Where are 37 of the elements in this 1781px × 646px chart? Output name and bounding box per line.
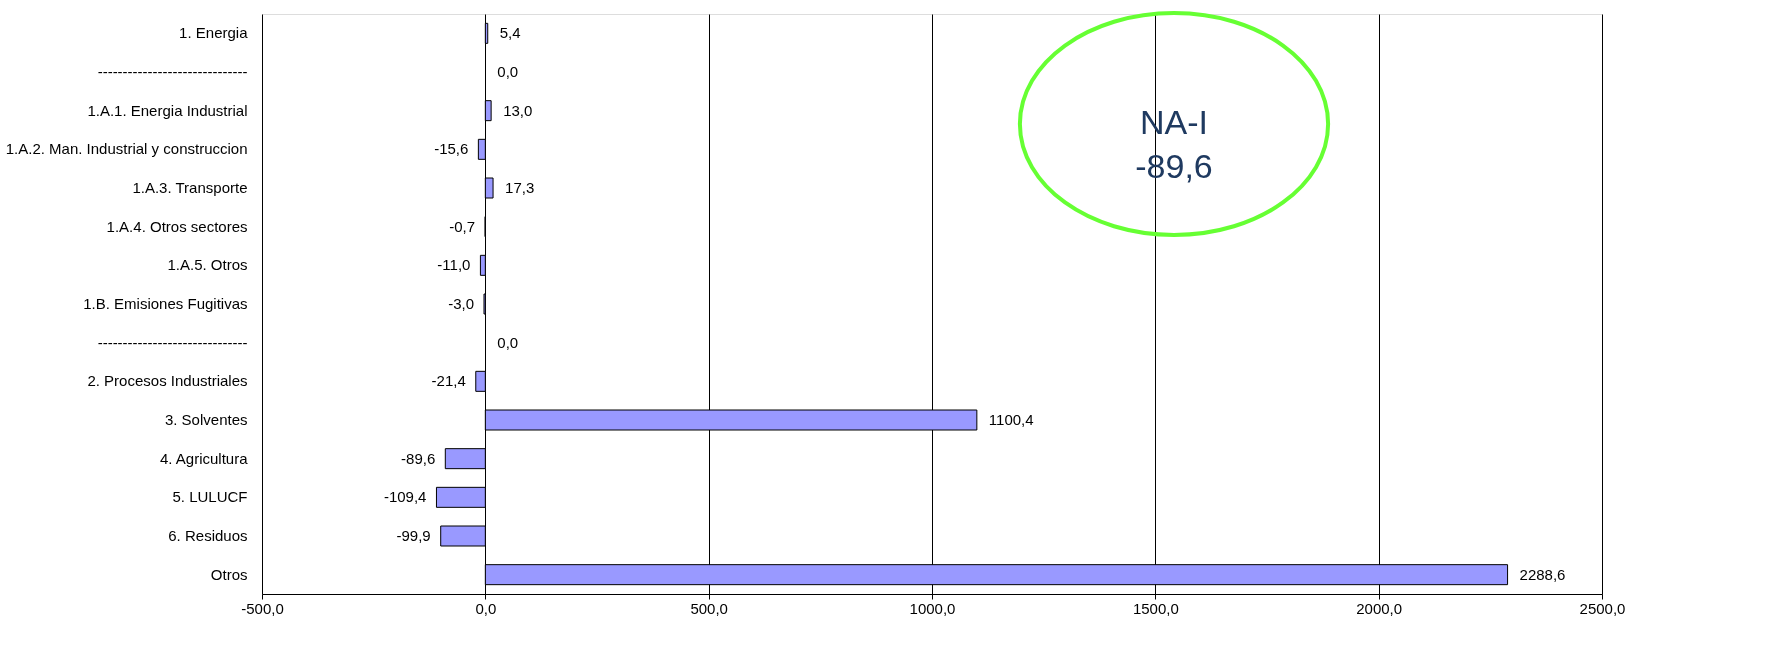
y-tick-label: 1.A.5. Otros xyxy=(167,256,248,274)
y-tick-label: 1.A.1. Energia Industrial xyxy=(87,101,248,119)
y-tick-label: Otros xyxy=(210,565,248,583)
data-label: -11,0 xyxy=(437,256,471,274)
data-label: -15,6 xyxy=(434,140,469,158)
y-tick-label: ------------------------------ xyxy=(97,333,248,351)
data-label: -21,4 xyxy=(431,372,466,390)
y-tick-label: 2. Procesos Industriales xyxy=(87,372,248,390)
data-label: 0,0 xyxy=(497,333,519,351)
data-label: 0,0 xyxy=(497,63,519,80)
data-label: 2288,6 xyxy=(1519,565,1566,583)
x-tick-label: 1000,0 xyxy=(909,599,956,617)
data-label: -109,4 xyxy=(383,488,427,506)
data-label: -0,7 xyxy=(449,217,476,235)
y-tick-label: 1. Energia xyxy=(179,24,249,42)
data-label: -3,0 xyxy=(448,295,474,312)
y-tick-label: 5. LULUCF xyxy=(172,488,248,506)
x-tick-label: 2500,0 xyxy=(1579,599,1626,617)
x-tick-label: -500,0 xyxy=(241,599,284,617)
data-label: -99,9 xyxy=(396,527,431,544)
x-tick-label: 0,0 xyxy=(475,599,497,617)
y-tick-label: 1.B. Emisiones Fugitivas xyxy=(83,295,248,312)
y-tick-label: 3. Solventes xyxy=(164,411,248,428)
x-tick-label: 2000,0 xyxy=(1356,599,1403,617)
data-label: -89,6 xyxy=(401,449,436,467)
y-tick-label: 6. Residuos xyxy=(168,527,248,544)
y-tick-label: 1.A.2. Man. Industrial y construccion xyxy=(5,140,248,158)
x-tick-label: 1500,0 xyxy=(1132,599,1179,617)
y-tick-label: ------------------------------ xyxy=(97,63,248,80)
x-tick-label: 500,0 xyxy=(690,599,728,617)
data-label: 5,4 xyxy=(499,24,521,42)
y-tick-label: 1.A.3. Transporte xyxy=(132,179,248,196)
data-label: 17,3 xyxy=(505,179,535,196)
data-label: 13,0 xyxy=(503,101,533,119)
y-tick-label: 4. Agricultura xyxy=(159,449,249,467)
data-label: 1100,4 xyxy=(988,411,1034,428)
y-tick-label: 1.A.4. Otros sectores xyxy=(106,217,248,235)
